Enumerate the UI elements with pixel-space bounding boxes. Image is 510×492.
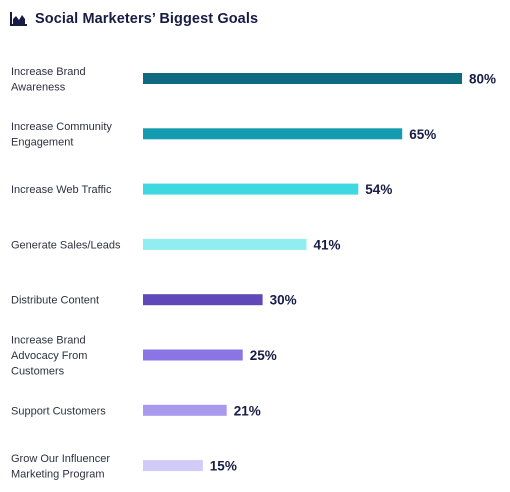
value-label: 25% — [250, 348, 277, 363]
bar — [143, 294, 263, 306]
value-label: 21% — [234, 403, 261, 418]
value-label: 80% — [469, 72, 496, 87]
value-label: 15% — [210, 459, 237, 474]
bar — [143, 238, 307, 250]
category-label: Distribute Content — [11, 295, 99, 307]
bar-row: Increase Brand Advocacy From Customers 25% — [11, 335, 277, 378]
category-label: Grow Our Influencer Marketing Program — [11, 453, 110, 481]
value-label: 54% — [365, 182, 392, 197]
category-label: Generate Sales/Leads — [11, 239, 121, 251]
value-label: 30% — [270, 293, 297, 308]
bar-row: Generate Sales/Leads 41% — [11, 237, 341, 252]
bar — [143, 460, 203, 472]
bar — [143, 404, 227, 416]
bar — [143, 73, 462, 84]
bar-row: Increase Brand Awareness 80% — [11, 66, 496, 94]
bar-row: Increase Web Traffic 54% — [11, 182, 392, 197]
bar-row: Distribute Content 30% — [11, 293, 297, 308]
bar — [143, 183, 359, 195]
value-label: 65% — [409, 127, 436, 142]
chart-title: Social Marketers’ Biggest Goals — [35, 11, 259, 27]
category-label: Increase Community Engagement — [11, 121, 112, 149]
category-label: Support Customers — [11, 405, 106, 417]
bar — [143, 349, 243, 361]
bar-row: Support Customers 21% — [11, 403, 261, 418]
chart-header: Social Marketers’ Biggest Goals — [10, 8, 258, 30]
value-label: 41% — [314, 237, 341, 252]
bar — [143, 128, 403, 140]
area-chart-icon — [10, 12, 27, 26]
bar-row: Increase Community Engagement 65% — [11, 121, 436, 149]
category-label: Increase Brand Awareness — [11, 66, 86, 94]
bar-row: Grow Our Influencer Marketing Program 15% — [11, 453, 237, 481]
category-label: Increase Brand Advocacy From Customers — [11, 335, 87, 378]
category-label: Increase Web Traffic — [11, 184, 112, 196]
